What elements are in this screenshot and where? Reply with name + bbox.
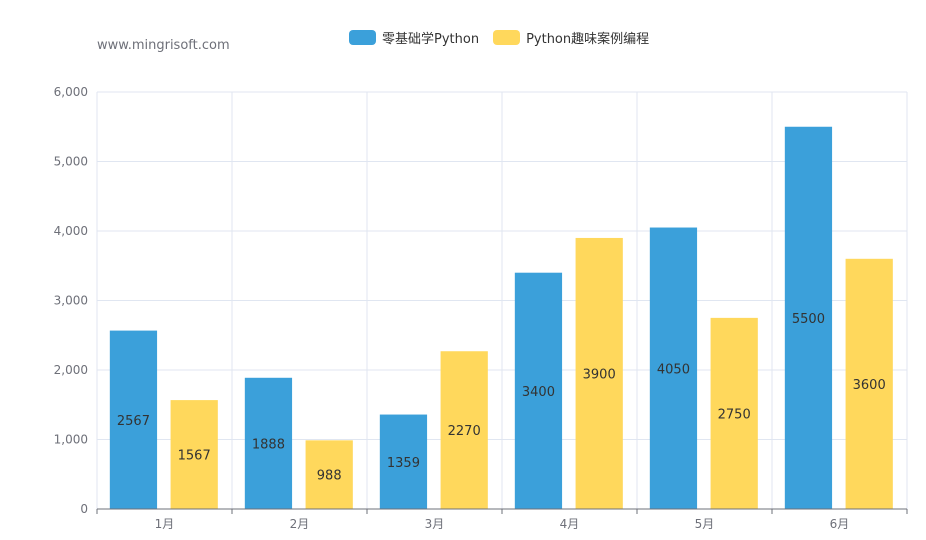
- bar-series-2[interactable]: [845, 258, 893, 509]
- legend-item-series-2[interactable]: Python趣味案例编程: [493, 28, 649, 47]
- chart-subtitle: www.mingrisoft.com: [97, 38, 230, 53]
- bar-series-2[interactable]: [575, 237, 623, 509]
- data-label: 5500: [792, 312, 825, 327]
- legend-label-series-2: Python趣味案例编程: [526, 32, 650, 47]
- y-tick-label: 4,000: [54, 224, 88, 238]
- data-label: 1567: [178, 449, 211, 464]
- data-label: 988: [317, 469, 342, 484]
- data-label: 3900: [583, 367, 616, 382]
- x-tick-label: 3月: [425, 517, 445, 531]
- bar-series-1[interactable]: [514, 272, 563, 509]
- y-tick-label: 0: [80, 502, 88, 516]
- x-tick-label: 6月: [830, 517, 850, 531]
- y-tick-label: 2,000: [54, 363, 88, 377]
- x-tick-label: 5月: [695, 517, 715, 531]
- bar-series-2[interactable]: [305, 440, 353, 509]
- legend-swatch-series-1: [349, 30, 376, 45]
- data-label: 4050: [657, 362, 690, 377]
- legend-item-series-1[interactable]: 零基础学Python: [349, 28, 479, 47]
- x-tick-label: 4月: [560, 517, 580, 531]
- bar-series-1[interactable]: [784, 126, 833, 509]
- bar-series-1[interactable]: [244, 377, 293, 509]
- data-label: 1888: [252, 437, 285, 452]
- data-label: 2270: [448, 424, 481, 439]
- x-tick-label: 2月: [290, 517, 310, 531]
- bar-series-1[interactable]: [379, 414, 428, 509]
- bar-series-2[interactable]: [170, 400, 218, 509]
- data-label: 1359: [387, 456, 420, 471]
- bar-series-1[interactable]: [109, 330, 158, 509]
- legend-swatch-series-2: [493, 30, 521, 45]
- legend-label-series-1: 零基础学Python: [382, 32, 480, 47]
- bar-series-1[interactable]: [649, 227, 698, 509]
- y-tick-label: 5,000: [54, 155, 88, 169]
- data-label: 2750: [718, 407, 751, 422]
- y-tick-label: 6,000: [54, 85, 88, 99]
- x-tick-label: 1月: [155, 517, 175, 531]
- data-label: 3400: [522, 385, 555, 400]
- bar-series-2[interactable]: [710, 317, 758, 509]
- y-tick-label: 3,000: [54, 294, 88, 308]
- chart-legend: 零基础学Python Python趣味案例编程: [349, 28, 663, 47]
- data-label: 3600: [853, 378, 886, 393]
- data-label: 2567: [117, 414, 150, 429]
- bar-series-2[interactable]: [440, 351, 488, 509]
- y-tick-label: 1,000: [54, 433, 88, 447]
